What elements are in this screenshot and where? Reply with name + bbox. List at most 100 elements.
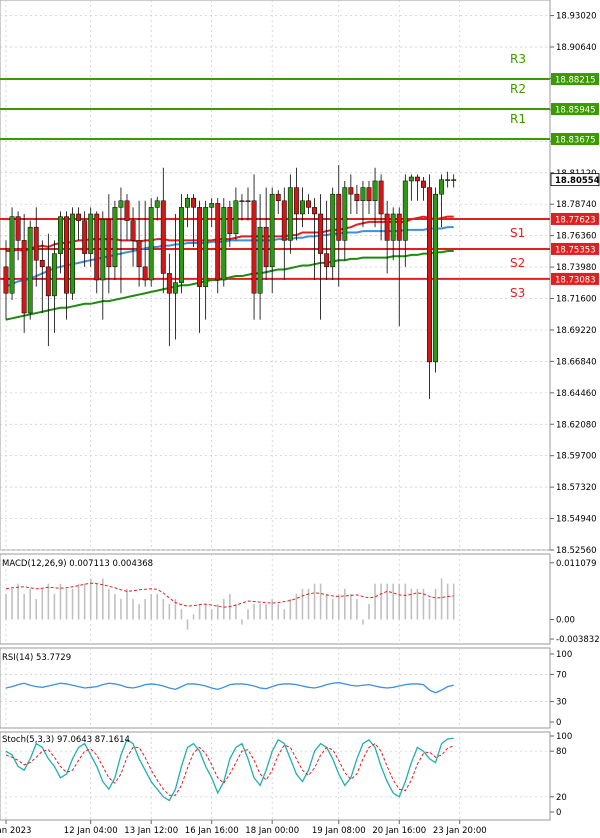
y-tick-label: 100 [556,650,572,660]
candle-body [203,207,209,287]
candle-body [179,207,184,283]
y-tick-label: 18.54940 [556,515,597,525]
level-label-r3: R3 [510,52,526,66]
level-label-s1: S1 [510,226,525,240]
candle-body [136,240,142,268]
candle [263,187,269,281]
candle-body [306,200,311,208]
candle-body [100,219,106,281]
candle-body [82,220,88,254]
candle-body [172,282,178,294]
candle [269,187,275,294]
candle [118,187,124,294]
candle-body [70,213,75,294]
y-tick-label: 18.76360 [556,232,597,242]
candle [439,174,445,228]
candle-body [257,226,263,294]
candle [233,187,239,241]
y-tick-label: 18.90640 [556,43,597,53]
y-tick-label: 0.00 [556,615,575,625]
candle-body [130,220,136,241]
y-tick-label: 18.71600 [556,295,597,305]
candle-body [342,187,348,241]
x-tick-label: 12 Jan 04:00 [64,826,118,836]
candle [130,207,136,267]
candle-body [112,207,118,268]
candle [100,211,106,320]
candle [160,167,166,294]
level-tag-value: 18.88215 [555,76,596,86]
candle-body [27,226,33,314]
x-tick-label: 18 Jan 00:00 [245,826,299,836]
level-tag-bg [551,133,599,146]
candle [336,165,342,287]
candle-body [372,180,378,202]
candle-body [233,200,239,235]
candle-body [281,200,287,241]
stoch-axis: 100 80 20 0 [550,732,572,818]
y-tick-label: 18.69220 [556,326,597,336]
candle [342,180,348,261]
level-tag-value: 18.83675 [555,136,596,146]
y-tick-label: 18.62080 [556,420,597,430]
candle-body [421,180,426,188]
x-tick-label: 13 Jan 12:00 [124,826,178,836]
rsi-panel: 100 70 30 0 RSI(14) 53.7729 [0,647,572,729]
candle [58,211,63,274]
candle [51,240,57,333]
level-label-r2: R2 [510,82,526,96]
candle-body [324,253,330,268]
candle [402,174,408,267]
candle-body [354,193,360,202]
price-tag-value: 18.80554 [555,176,600,186]
candle [366,180,372,214]
candle-body [360,187,366,202]
level-tag-value: 18.77623 [555,215,596,225]
candle-body [142,266,148,281]
y-tick-label: 18.64460 [556,389,597,399]
candle [215,198,221,294]
rsi-axis: 100 70 30 0 [550,650,572,728]
candle [142,200,148,287]
y-tick-label: 18.78740 [556,200,597,210]
candle [306,194,311,214]
stoch-k-path [5,737,454,802]
candle [172,213,178,340]
candle [106,194,112,294]
candle [396,207,402,327]
candle [76,207,82,241]
candle-body [76,213,82,221]
macd-panel: 0.011079 0.00 -0.003832 MACD(12,26,9) 0.00… [0,553,600,645]
candle [378,174,384,241]
candle-body [239,200,245,203]
candle-body [124,200,130,221]
candle [39,240,45,314]
candle [148,198,154,287]
candle-body [396,213,402,241]
y-tick-label: 0 [556,808,561,818]
candle [227,200,233,247]
candle-body [9,216,15,294]
macd-histogram [5,578,455,630]
candle-body [160,200,166,274]
candle [112,200,118,281]
y-tick-label: 30 [556,698,567,708]
y-tick-label: 70 [556,670,567,680]
x-tick-label: 20 Jan 16:00 [372,826,426,836]
candle [293,167,299,241]
candle-body [402,180,408,241]
candle-body [312,207,318,215]
candle [209,198,215,228]
y-tick-label: 0 [556,718,561,728]
candle [185,194,190,228]
candle [312,198,318,281]
candle-body [390,213,396,241]
candle [451,174,457,188]
level-label-s2: S2 [510,256,525,270]
candle-body [51,253,57,297]
y-tick-label: 80 [556,747,567,757]
candle [179,194,184,294]
candle [384,200,390,274]
candle-body [118,200,124,208]
